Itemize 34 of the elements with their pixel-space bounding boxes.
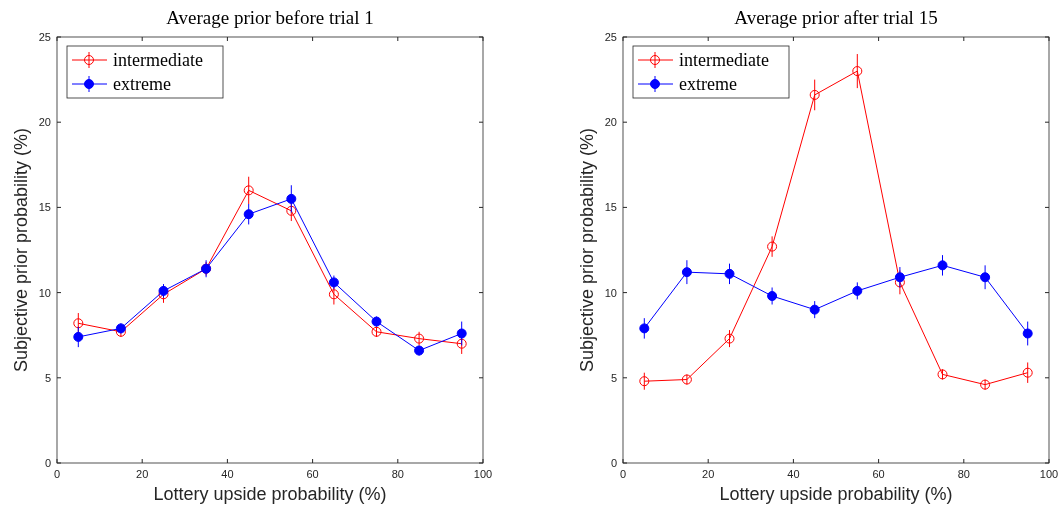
y-tick-label: 25: [38, 31, 51, 43]
x-tick-label: 40: [787, 468, 800, 480]
legend-label: intermediate: [113, 50, 203, 70]
x-tick-label: 100: [473, 468, 493, 480]
x-tick-label: 80: [391, 468, 404, 480]
y-tick-label: 25: [604, 31, 617, 43]
x-tick-label: 80: [957, 468, 970, 480]
x-axis-title: Lottery upside probability (%): [719, 484, 953, 504]
legend-label: extreme: [113, 74, 171, 94]
x-tick-label: 40: [221, 468, 234, 480]
y-axis-title: Subjective prior probability (%): [11, 127, 31, 373]
chart-title: Average prior before trial 1: [166, 7, 374, 28]
x-tick-label: 100: [1039, 468, 1059, 480]
y-tick-label: 5: [610, 371, 617, 384]
y-tick-label: 20: [38, 116, 51, 129]
x-tick-label: 20: [702, 468, 715, 480]
x-axis-title: Lottery upside probability (%): [153, 484, 387, 504]
y-tick-label: 10: [604, 286, 617, 299]
x-tick-label: 0: [619, 468, 627, 480]
legend-label: intermediate: [679, 50, 769, 70]
y-tick-label: 15: [38, 201, 51, 214]
legend-label: extreme: [679, 74, 737, 94]
x-tick-label: 20: [136, 468, 149, 480]
chart-title: Average prior after trial 15: [734, 7, 938, 28]
y-tick-label: 20: [604, 116, 617, 129]
x-tick-label: 0: [53, 468, 61, 480]
y-tick-label: 0: [44, 457, 51, 469]
y-tick-label: 0: [610, 457, 617, 469]
y-tick-label: 5: [44, 371, 51, 384]
x-tick-label: 60: [872, 468, 885, 480]
y-tick-label: 15: [604, 201, 617, 214]
y-tick-label: 10: [38, 286, 51, 299]
y-axis-title: Subjective prior probability (%): [577, 127, 597, 373]
x-tick-label: 60: [306, 468, 319, 480]
